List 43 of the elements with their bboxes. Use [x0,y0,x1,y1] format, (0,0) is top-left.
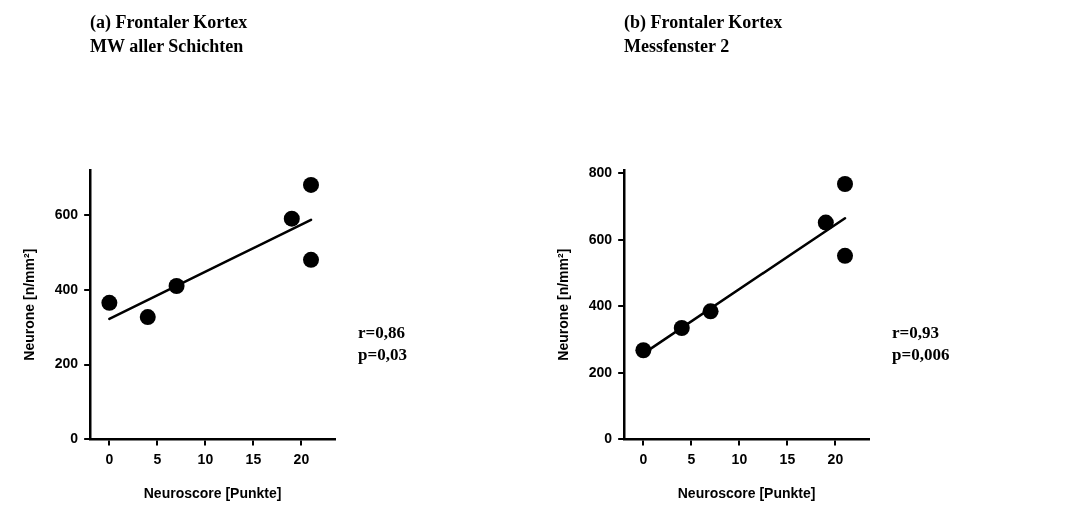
point [283,210,300,227]
chart-subtitle: Messfenster 2 [624,35,731,58]
x-tick-label: 5 [153,450,162,467]
x-axis-title: Neuroscore [Punkte] [143,485,282,502]
chart-subtitle: MW aller Schichten [90,35,245,58]
point [817,214,834,231]
text: p=0,006 [892,344,950,366]
text: r=0,86 [358,322,406,344]
y-tick-label: 200 [588,363,613,380]
y-tick-label: 600 [54,205,79,222]
y-tick-label: 400 [588,297,613,314]
y-tick-label: 800 [588,164,613,181]
point [101,294,118,311]
point [303,251,319,268]
x-tick-label: 5 [687,450,696,467]
y-tick-label: 0 [604,430,613,447]
text: p=0,03 [358,344,407,366]
point [837,175,853,192]
x-tick-label: 20 [293,450,310,467]
y-axis-title: Neurone [n/mm²] [21,248,38,361]
x-tick-label: 15 [245,450,262,467]
chart-title: (a) Frontaler Kortex [90,11,248,34]
point [837,247,853,264]
chart-title: (b) Frontaler Kortex [624,11,783,34]
x-tick-label: 20 [827,450,844,467]
point [168,277,185,294]
y-axis-title: Neurone [n/mm²] [555,248,572,361]
x-tick-label: 10 [197,450,214,467]
y-tick-label: 400 [54,280,79,297]
point [702,303,719,320]
point [673,319,690,336]
x-tick-label: 10 [731,450,748,467]
y-tick-label: 200 [54,355,79,372]
x-tick-label: 0 [639,450,648,467]
y-tick-label: 600 [588,230,613,247]
point [303,176,319,193]
y-tick-label: 0 [70,430,79,447]
point [635,342,652,359]
x-tick-label: 15 [779,450,796,467]
point [139,309,156,326]
text: r=0,93 [892,322,940,344]
x-axis-title: Neuroscore [Punkte] [677,485,816,502]
x-tick-label: 0 [105,450,114,467]
